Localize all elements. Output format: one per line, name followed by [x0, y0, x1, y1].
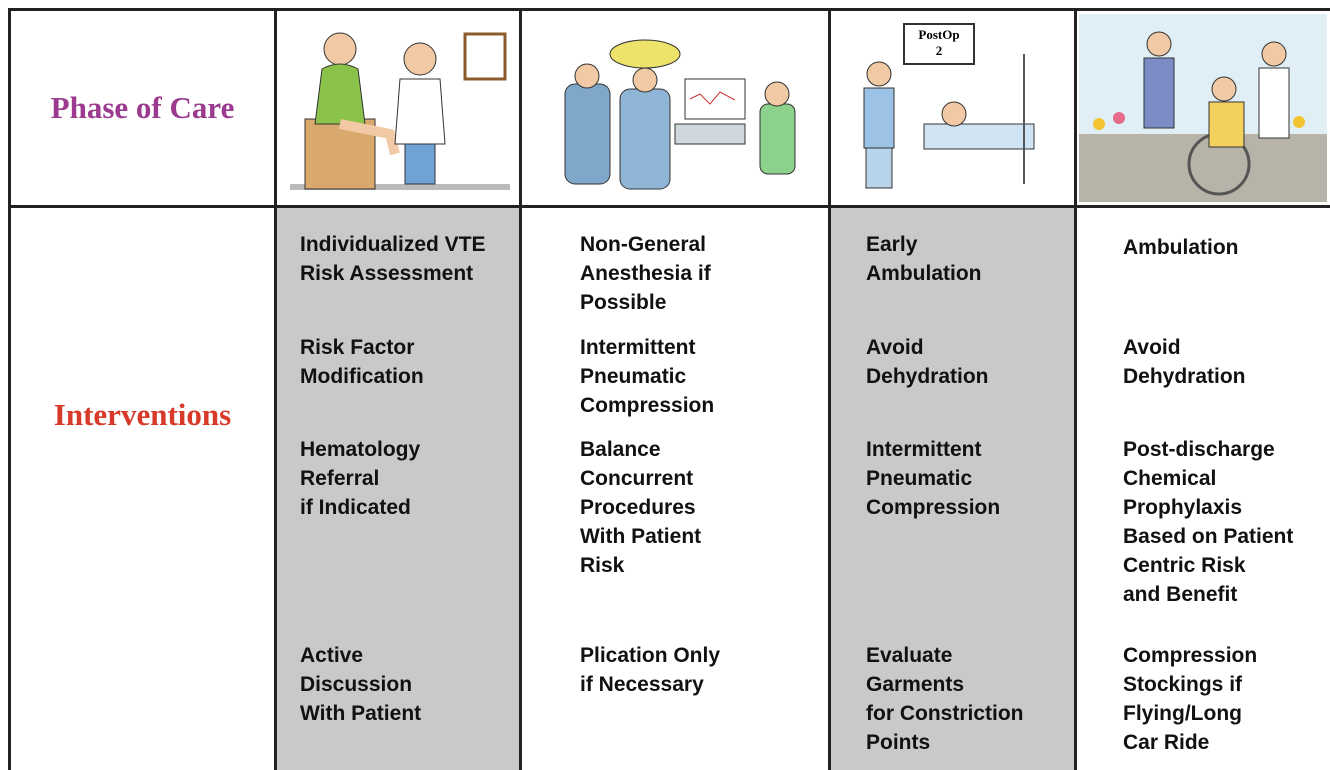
intervention: Avoid Dehydration [1123, 336, 1246, 388]
border [519, 8, 522, 770]
border [8, 8, 11, 770]
sign-text: PostOp [918, 27, 959, 42]
border [1074, 8, 1077, 770]
border [274, 8, 277, 770]
intervention: Evaluate Garments for Constriction Point… [866, 644, 1024, 754]
intervention: Plication Only if Necessary [580, 644, 721, 696]
row-label: Interventions [53, 397, 232, 432]
intervention: Early Ambulation [866, 233, 982, 285]
intervention: Compression Stockings if Flying/Long Car… [1123, 644, 1258, 754]
row-label: Phase of Care [50, 90, 235, 125]
intervention: Hematology Referral if Indicated [300, 438, 421, 519]
intervention: Non-General Anesthesia if Possible [580, 233, 711, 314]
shaded-cell [831, 208, 1075, 770]
intervention: Intermittent Pneumatic Compression [866, 438, 1001, 519]
illustration-home [1079, 14, 1327, 202]
border [8, 8, 1330, 11]
intervention: Post-discharge Chemical Prophylaxis Base… [1123, 438, 1294, 606]
intervention: Avoid Dehydration [866, 336, 989, 388]
intervention: Active Discussion With Patient [300, 644, 422, 725]
sign-text: 2 [936, 43, 943, 58]
intervention: Risk Factor Modification [300, 336, 424, 388]
shaded-cell [276, 208, 520, 770]
intervention: Ambulation [1123, 236, 1239, 259]
illustration-postop: PostOp 2 [863, 23, 1035, 189]
intervention: Intermittent Pneumatic Compression [580, 336, 715, 417]
illustration-clinic [290, 32, 510, 190]
intervention: Individualized VTE Risk Assessment [300, 233, 486, 285]
illustration-surgery [564, 39, 796, 190]
intervention: Balance Concurrent Procedures With Patie… [580, 438, 702, 577]
border [828, 8, 831, 770]
border [8, 205, 1330, 208]
